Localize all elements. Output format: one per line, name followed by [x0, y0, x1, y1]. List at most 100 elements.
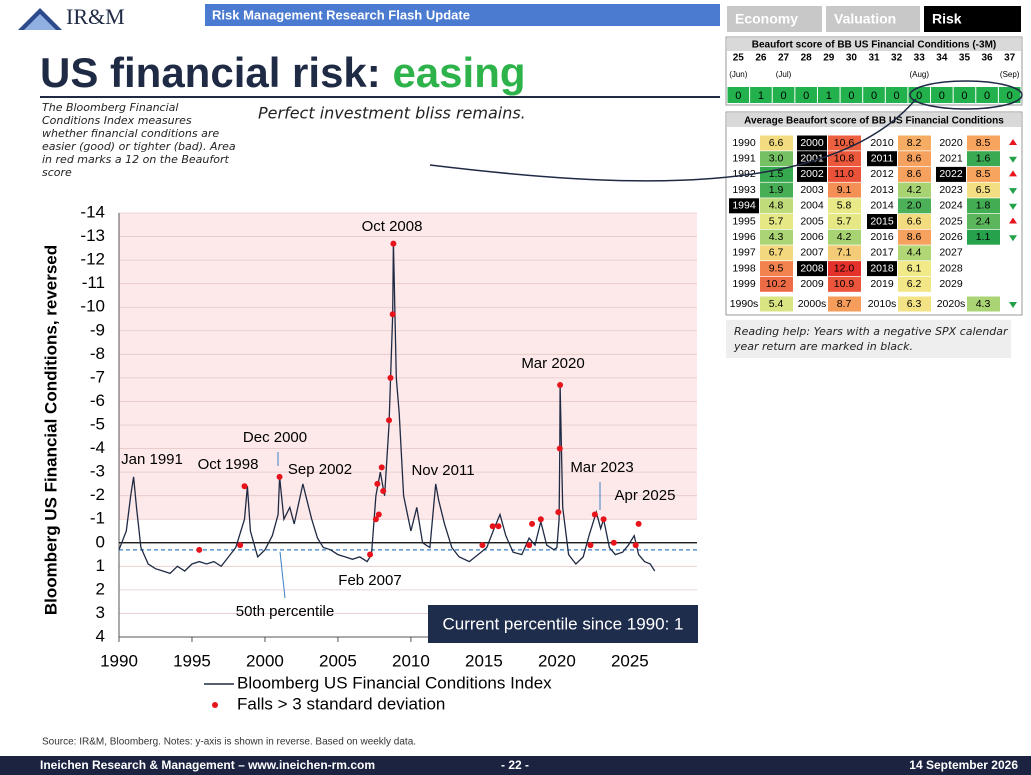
score-cell: [898, 151, 931, 167]
score: 0: [871, 90, 877, 102]
marker: [591, 511, 598, 518]
score: 11.0: [834, 168, 854, 180]
year: 2005: [800, 215, 824, 227]
year: 2000s: [798, 298, 827, 310]
score: 7.1: [837, 247, 852, 259]
year: 2029: [939, 278, 963, 290]
week: 31: [868, 53, 880, 64]
month: (Jul): [776, 70, 792, 79]
score-cell: [898, 261, 931, 277]
score-cell: [953, 87, 976, 103]
y-tick-label: -1: [90, 509, 105, 528]
tab: [924, 6, 1021, 32]
annotation: Mar 2020: [521, 355, 584, 372]
logo-icon: [24, 14, 56, 30]
y-tick-label: -10: [80, 297, 105, 316]
negative-year: [797, 151, 827, 167]
score-cell: [817, 87, 840, 103]
footer-bar: [0, 756, 1031, 775]
x-tick-label: 2000: [246, 651, 284, 670]
marker: [390, 240, 397, 247]
marker: [556, 445, 563, 452]
tables: Beaufort score of BB US Financial Condit…: [725, 36, 1023, 316]
marker: [386, 417, 393, 424]
trend-arrow: [1009, 217, 1017, 224]
score-cell: [967, 135, 1000, 151]
y-tick-label: -11: [82, 273, 105, 292]
score: 8.6: [907, 168, 922, 180]
year: 1994: [732, 200, 756, 212]
week: 33: [914, 53, 926, 64]
annotation: Mar 2023: [570, 459, 633, 476]
score: 6.6: [769, 137, 784, 149]
source: Source: IR&M, Bloomberg. Notes: y-axis i…: [42, 737, 416, 748]
year: 2016: [870, 231, 894, 243]
year: 2018: [870, 262, 894, 274]
tab-label[interactable]: Valuation: [834, 11, 896, 27]
score-cell: [828, 198, 861, 214]
year: 2028: [939, 262, 963, 274]
score: 0: [984, 90, 990, 102]
trend-arrow: [1009, 302, 1017, 308]
reading-help: Reading help: Years with a negative SPX …: [726, 320, 1011, 358]
score: 1: [826, 90, 832, 102]
year: 2025: [939, 215, 963, 227]
score: 1: [758, 90, 764, 102]
year: 1991: [732, 152, 756, 164]
trend-arrow: [1009, 188, 1017, 195]
score: 9.1: [837, 184, 852, 196]
title: US financial risk: easing: [40, 49, 526, 96]
score-cell: [908, 87, 931, 103]
marker: [372, 516, 379, 523]
score: 1.9: [769, 184, 784, 196]
score-cell: [931, 87, 953, 103]
marker: [587, 542, 594, 549]
tab-label[interactable]: Risk: [932, 11, 962, 27]
score: 8.5: [976, 137, 991, 149]
score: 0: [735, 90, 741, 102]
score: 5.8: [837, 200, 852, 212]
negative-year: [797, 261, 827, 277]
negative-year: [729, 198, 759, 214]
score-cell: [885, 87, 908, 103]
leader: [279, 551, 286, 599]
score: 0: [961, 90, 967, 102]
tab: [727, 6, 822, 32]
year: 2015: [870, 215, 894, 227]
score-cell: [760, 135, 793, 151]
annotation: Sep 2002: [288, 461, 352, 478]
marker: [367, 551, 374, 558]
score: 0: [803, 90, 809, 102]
legend-label[interactable]: Falls > 3 standard deviation: [237, 694, 445, 713]
tab: [826, 6, 920, 32]
score-cell: [976, 87, 998, 103]
y-tick-label: 4: [96, 626, 105, 645]
year: 2027: [939, 247, 963, 259]
legend-label[interactable]: Bloomberg US Financial Conditions Index: [237, 673, 552, 692]
subtitle: Perfect investment bliss remains.: [258, 104, 526, 123]
score-cell: [828, 135, 861, 151]
tab-label[interactable]: Economy: [735, 11, 798, 27]
score: 6.6: [907, 215, 922, 227]
year: 2020: [939, 137, 963, 149]
score: 0: [848, 90, 854, 102]
negative-year: [797, 135, 827, 151]
score-cell: [828, 296, 861, 312]
marker: [380, 487, 387, 494]
marker: [555, 509, 562, 516]
annotation: Nov 2011: [411, 462, 474, 479]
marker: [489, 523, 496, 530]
score-cell: [795, 87, 817, 103]
score: 0: [780, 90, 786, 102]
x-tick-label: 2015: [465, 651, 503, 670]
year: 2024: [939, 200, 963, 212]
y-tick-label: -9: [90, 320, 105, 339]
score: 4.8: [769, 200, 784, 212]
year: 2017: [870, 247, 894, 259]
score: 2.4: [976, 215, 991, 227]
score: 1.6: [976, 152, 991, 164]
table-title: Average Beaufort score of BB US Financia…: [744, 116, 1004, 127]
score-cell: [760, 166, 793, 182]
y-tick-label: -14: [80, 202, 105, 221]
